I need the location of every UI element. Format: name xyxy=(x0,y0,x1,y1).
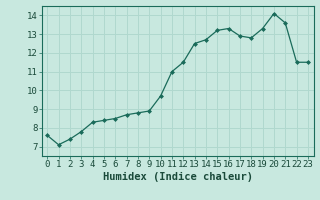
X-axis label: Humidex (Indice chaleur): Humidex (Indice chaleur) xyxy=(103,172,252,182)
